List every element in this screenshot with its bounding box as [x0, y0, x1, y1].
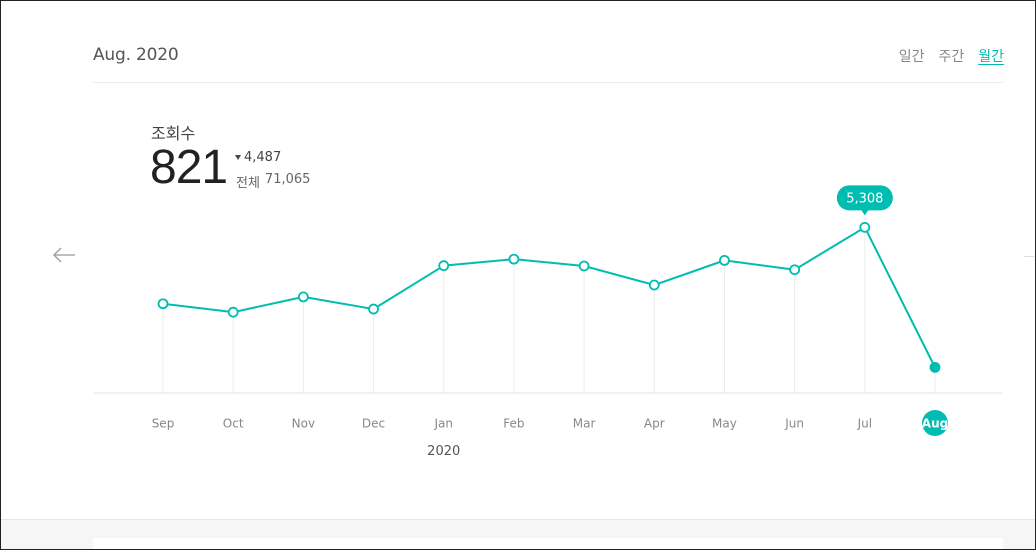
metric-title: 조회수 — [151, 124, 196, 143]
x-tick-label-feb: Feb — [503, 417, 524, 431]
x-tick-label-dec: Dec — [362, 417, 385, 431]
data-point-jun — [789, 264, 801, 276]
selected-month-badge — [922, 410, 948, 436]
data-point-may — [719, 254, 730, 266]
header-divider — [93, 82, 1003, 83]
line-chart: Sep Oct Nov Dec Jan Feb Mar Apr May Jun Jul Aug 2020… — [93, 185, 1003, 459]
data-point-sep — [157, 298, 169, 310]
x-tick-label-may: May — [712, 417, 737, 431]
x-tick-label-oct: Oct — [223, 417, 244, 431]
x-tick-label-apr: Apr — [644, 417, 665, 431]
tab-daily[interactable]: 일간 — [898, 49, 925, 65]
x-tick-label-jul: Jul — [857, 417, 872, 431]
data-point-oct — [227, 306, 239, 318]
metric-value: 821 — [150, 141, 228, 194]
arrow-left-icon[interactable] — [50, 244, 78, 266]
data-point-jul — [859, 221, 871, 233]
metric-total-value: 71,065 — [264, 172, 311, 187]
x-tick-label-jan: Jan — [433, 417, 453, 431]
footer-card — [93, 538, 1003, 549]
tooltip-pointer — [860, 209, 869, 216]
next-arrow-stub — [1024, 256, 1034, 257]
tooltip-label: 5,308 — [846, 191, 883, 206]
tab-weekly[interactable]: 주간 — [938, 49, 965, 65]
year-label: 2020 — [427, 444, 460, 459]
x-tick-label-jun: Jun — [784, 417, 804, 431]
x-tick-label-mar: Mar — [573, 417, 596, 431]
data-point-jan — [438, 260, 450, 272]
x-tick-label-aug: Aug — [922, 417, 948, 431]
period-date: Aug. 2020 — [93, 45, 179, 65]
tab-monthly[interactable]: 월간 — [978, 49, 1004, 65]
period-tabs: 일간 주간 월간 — [899, 46, 1004, 66]
x-tick-label-sep: Sep — [152, 417, 175, 431]
metric-change-value: 4,487 — [244, 150, 282, 165]
data-point-apr — [648, 279, 660, 291]
metric-total: 전체 71,065 — [236, 172, 310, 191]
series-line — [162, 226, 936, 368]
tooltip-bubble — [836, 185, 893, 211]
data-point-dec — [368, 303, 379, 315]
data-point-feb — [508, 253, 520, 265]
data-point-nov — [297, 291, 309, 303]
x-tick-label-nov: Nov — [292, 417, 315, 431]
metric-total-label: 전체 — [236, 176, 260, 191]
data-point-aug — [929, 361, 941, 373]
data-point-mar — [578, 260, 590, 272]
metric-change: 4,487 — [235, 150, 281, 165]
triangle-down-icon — [235, 155, 241, 160]
